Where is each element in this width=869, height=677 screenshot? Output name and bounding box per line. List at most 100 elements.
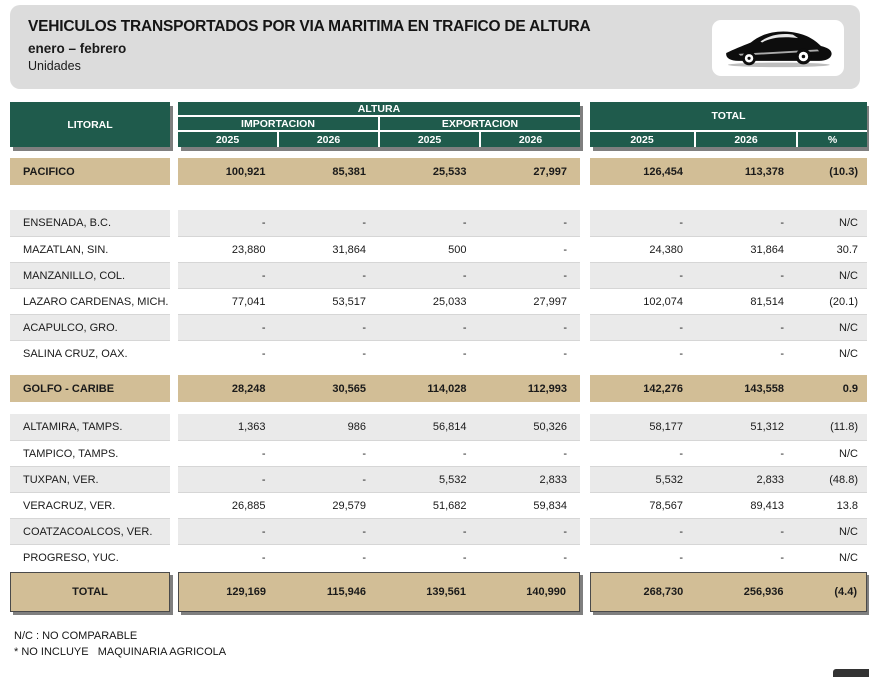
value-cell: -	[563, 217, 567, 229]
value-cell: 56,814	[432, 421, 467, 433]
value-cell: -	[563, 525, 567, 538]
value-cell: -	[462, 525, 467, 538]
panel-gap	[580, 288, 590, 314]
value-cell: -	[261, 347, 266, 360]
panel-gap	[580, 236, 590, 262]
row-altura-values: 28,248 30,565 114,028 112,993	[178, 375, 580, 402]
panel-gap	[170, 518, 178, 544]
row-altura-values: ----	[178, 340, 580, 366]
footnotes: N/C : NO COMPARABLE * NO INCLUYE MAQUINA…	[10, 630, 869, 658]
value-cell: 256,936	[743, 586, 784, 598]
row-label: TAMPICO, TAMPS.	[10, 440, 170, 466]
row-label: TUXPAN, VER.	[10, 466, 170, 492]
table-row: SALINA CRUZ, OAX. - - - - - - N/C	[10, 340, 869, 366]
total-header-group: TOTAL 2025 2026 %	[590, 102, 867, 147]
value-cell: -	[780, 525, 784, 538]
total-2026-label: 2026	[696, 132, 796, 147]
row-label: VERACRUZ, VER.	[10, 492, 170, 518]
value-cell: 129,169	[226, 586, 266, 598]
value-cell: -	[780, 321, 784, 334]
panel-gap	[170, 492, 178, 518]
value-cell: 1,363	[237, 421, 266, 433]
percent-cell: N/C	[839, 347, 858, 360]
value-cell: -	[563, 347, 567, 360]
value-cell: 27,997	[533, 295, 567, 308]
table-row: MAZATLAN, SIN. 23,880 31,864 500 - 24,380 31,8…	[10, 236, 869, 262]
row-label: GOLFO - CARIBE	[10, 375, 170, 402]
footnote-excludes: * NO INCLUYE MAQUINARIA AGRICOLA	[14, 646, 227, 658]
altura-label: ALTURA	[178, 102, 580, 115]
panel-gap	[170, 236, 178, 262]
period-label: enero – febrero	[28, 41, 127, 56]
value-cell: -	[780, 347, 784, 360]
value-cell: -	[462, 447, 467, 460]
percent-cell: 0.9	[842, 382, 858, 395]
value-cell: 100,921	[225, 165, 266, 178]
value-cell: -	[362, 447, 366, 460]
litoral-header-cell: LITORAL	[10, 102, 170, 147]
table-row: ENSENADA, B.C. - - - - - - N/C	[10, 210, 869, 236]
row-altura-values: ----	[178, 544, 580, 570]
value-cell: -	[780, 447, 784, 460]
panel-gap	[170, 288, 178, 314]
value-cell: 23,880	[231, 243, 266, 256]
car-icon	[721, 22, 835, 75]
table-row: LAZARO CARDENAS, MICH. 77,041 53,517 25,033…	[10, 288, 869, 314]
row-total-values: 142,276 143,558 0.9	[590, 375, 867, 402]
panel-gap	[580, 158, 590, 185]
value-cell: -	[679, 217, 683, 229]
value-cell: -	[563, 447, 567, 460]
row-total-values: 58,177 51,312 (11.8)	[590, 414, 867, 440]
car-icon-card	[712, 20, 844, 76]
panel-gap	[580, 466, 590, 492]
value-cell: -	[563, 551, 567, 564]
panel-gap	[170, 210, 178, 236]
value-cell: -	[563, 269, 567, 282]
percent-cell: (4.4)	[834, 586, 857, 598]
value-cell: 114,028	[427, 382, 467, 395]
value-cell: 58,177	[649, 421, 683, 433]
row-altura-values: ----	[178, 314, 580, 340]
value-cell: 31,864	[332, 243, 366, 256]
row-altura-values: 100,921 85,381 25,533 27,997	[178, 158, 580, 185]
percent-cell: 13.8	[836, 499, 858, 512]
panel-gap	[580, 262, 590, 288]
row-label: COATZACOALCOS, VER.	[10, 518, 170, 544]
panel-gap	[580, 572, 590, 612]
total-2025-label: 2025	[590, 132, 694, 147]
row-altura-values: ----	[178, 210, 580, 236]
percent-cell: N/C	[839, 551, 858, 564]
panel-gap	[580, 314, 590, 340]
row-altura-values: ----	[178, 518, 580, 544]
title-card: VEHICULOS TRANSPORTADOS POR VIA MARITIMA…	[10, 5, 860, 89]
value-cell: -	[362, 321, 366, 334]
table-header: LITORAL ALTURA IMPORTACION EXPORTACION 2…	[10, 102, 869, 147]
table-row: VERACRUZ, VER. 26,885 29,579 51,682 59,834 78…	[10, 492, 869, 518]
row-altura-values: ----	[178, 440, 580, 466]
exportacion-2026-label: 2026	[481, 132, 580, 147]
panel-gap	[170, 340, 178, 366]
value-cell: 126,454	[643, 165, 683, 178]
value-cell: 26,885	[231, 499, 266, 512]
percent-cell: (11.8)	[830, 421, 858, 433]
row-label: SALINA CRUZ, OAX.	[10, 340, 170, 366]
value-cell: 51,682	[432, 499, 467, 512]
percent-label: %	[798, 132, 867, 147]
panel-gap	[170, 414, 178, 440]
value-cell: 31,864	[750, 243, 784, 256]
page-title: VEHICULOS TRANSPORTADOS POR VIA MARITIMA…	[28, 18, 591, 35]
value-cell: -	[679, 347, 683, 360]
panel-gap	[580, 440, 590, 466]
row-altura-values: ----	[178, 262, 580, 288]
value-cell: -	[679, 321, 683, 334]
row-total-values: 126,454 113,378 (10.3)	[590, 158, 867, 185]
value-cell: -	[679, 269, 683, 282]
panel-gap	[170, 375, 178, 402]
value-cell: 102,074	[643, 295, 683, 308]
percent-cell: (48.8)	[829, 473, 858, 486]
value-cell: -	[462, 321, 467, 334]
value-cell: 115,946	[326, 586, 366, 598]
table-row: PACIFICO 100,921 85,381 25,533 27,997 126,454…	[10, 158, 869, 185]
value-cell: -	[261, 447, 266, 460]
value-cell: -	[780, 551, 784, 564]
